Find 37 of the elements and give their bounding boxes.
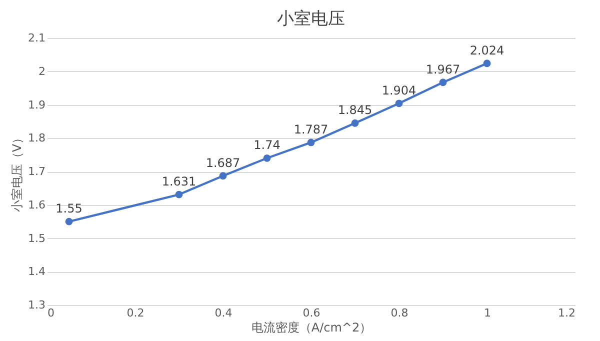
x-tick-label: 1.2 [558, 306, 576, 320]
chart-title: 小室电压 [277, 9, 345, 29]
point [175, 190, 183, 198]
y-tick-label: 1.5 [28, 232, 46, 245]
data-label: 1.904 [382, 83, 416, 98]
data-label: 1.74 [254, 138, 280, 152]
point [483, 60, 491, 68]
data-label: 1.55 [56, 202, 82, 216]
point [219, 172, 227, 180]
y-tick-label: 1.7 [28, 165, 46, 178]
y-tick-label: 1.6 [28, 198, 46, 212]
point [351, 119, 359, 127]
point [439, 78, 447, 86]
y-tick-label: 1.3 [28, 298, 46, 312]
x-tick-label: 0.6 [302, 306, 320, 320]
y-axis-title: 小室电压（V） [10, 132, 24, 212]
x-tick-label: 0.4 [214, 306, 232, 320]
point [395, 100, 403, 108]
x-tick-label: 0.2 [126, 306, 144, 320]
y-tick-label: 1.8 [28, 132, 46, 145]
y-tick-label: 2.1 [28, 32, 46, 44]
data-label: 1.631 [162, 174, 196, 189]
data-label: 1.787 [294, 122, 328, 136]
point [65, 218, 73, 226]
x-tick-label: 1 [484, 306, 491, 320]
x-axis-title: 电流密度（A/cm^2） [251, 320, 372, 334]
data-label: 1.845 [338, 103, 372, 118]
point [263, 154, 271, 162]
data-label: 1.967 [426, 62, 460, 76]
x-tick-label: 0.8 [390, 306, 408, 320]
x-tick-label: 0 [48, 306, 54, 320]
data-label: 1.687 [206, 156, 240, 170]
y-tick-label: 1.4 [28, 265, 46, 278]
point [307, 138, 315, 146]
y-tick-label: 2 [38, 64, 46, 78]
data-label: 2.024 [470, 43, 504, 58]
y-tick-label: 1.9 [28, 98, 46, 112]
